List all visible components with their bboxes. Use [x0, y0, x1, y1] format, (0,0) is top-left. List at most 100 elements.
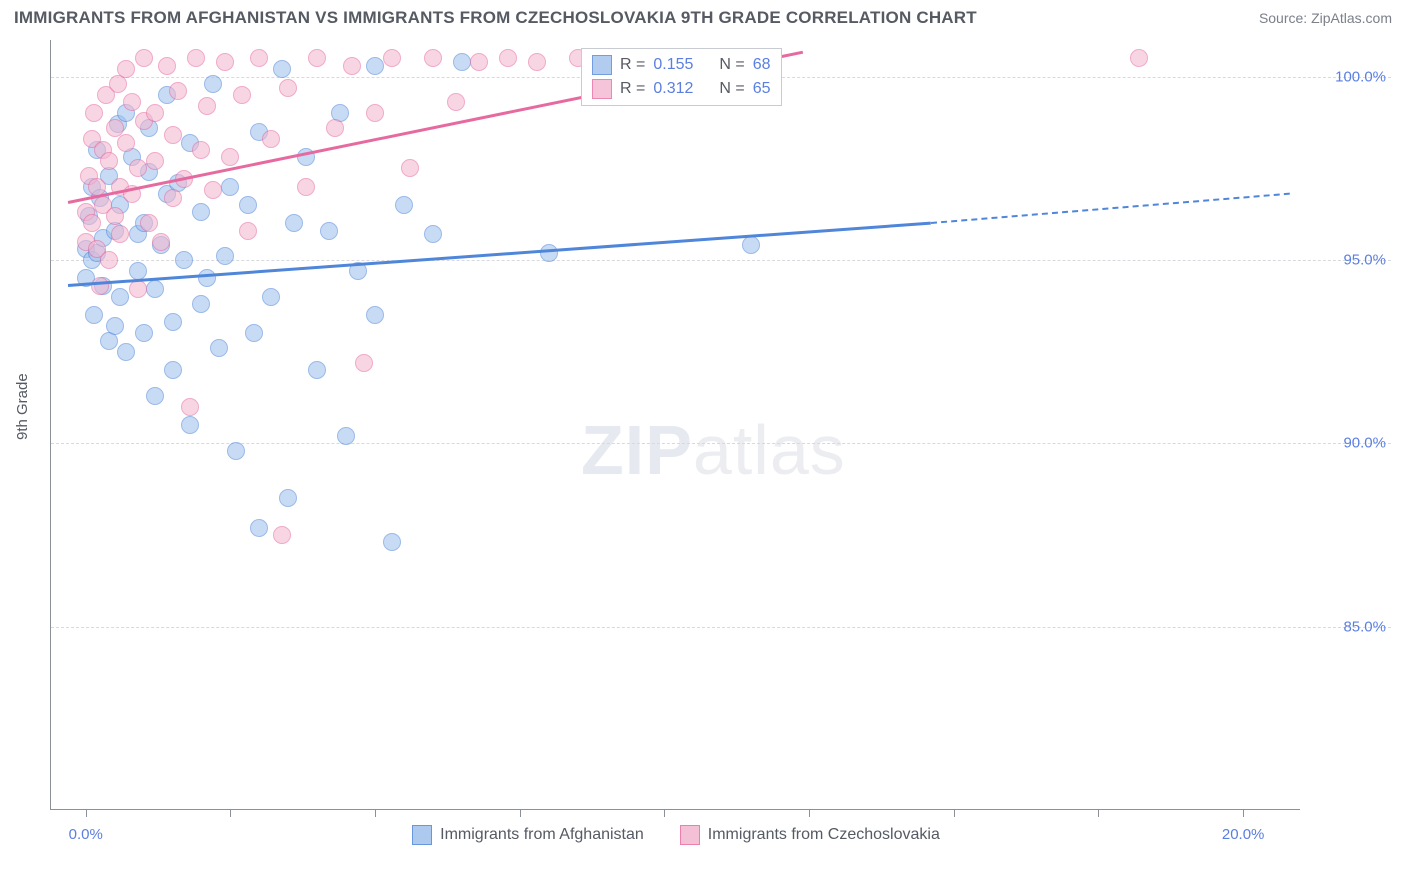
scatter-point-czechoslovakia — [233, 86, 251, 104]
stats-row-czechoslovakia: R =0.312N =65 — [592, 77, 771, 101]
scatter-point-czechoslovakia — [1130, 49, 1148, 67]
scatter-point-afghanistan — [424, 225, 442, 243]
gridline — [51, 260, 1391, 261]
scatter-point-czechoslovakia — [117, 60, 135, 78]
scatter-point-czechoslovakia — [146, 152, 164, 170]
scatter-point-afghanistan — [164, 313, 182, 331]
r-label: R = — [620, 56, 645, 74]
chart-title: IMMIGRANTS FROM AFGHANISTAN VS IMMIGRANT… — [14, 8, 977, 28]
scatter-point-czechoslovakia — [499, 49, 517, 67]
scatter-point-czechoslovakia — [424, 49, 442, 67]
legend-label: Immigrants from Afghanistan — [440, 826, 644, 844]
source-citation: Source: ZipAtlas.com — [1259, 10, 1392, 26]
x-tick — [664, 809, 665, 817]
scatter-point-afghanistan — [262, 288, 280, 306]
scatter-point-afghanistan — [117, 343, 135, 361]
scatter-point-afghanistan — [366, 306, 384, 324]
chart-header: IMMIGRANTS FROM AFGHANISTAN VS IMMIGRANT… — [0, 0, 1406, 32]
scatter-point-afghanistan — [129, 262, 147, 280]
r-value: 0.155 — [653, 56, 693, 74]
scatter-point-afghanistan — [181, 416, 199, 434]
legend-swatch-afghanistan — [592, 55, 612, 75]
scatter-point-afghanistan — [320, 222, 338, 240]
x-tick — [86, 809, 87, 817]
scatter-point-czechoslovakia — [135, 49, 153, 67]
scatter-point-czechoslovakia — [100, 251, 118, 269]
n-value: 68 — [753, 56, 771, 74]
scatter-point-czechoslovakia — [164, 189, 182, 207]
scatter-point-czechoslovakia — [146, 104, 164, 122]
scatter-point-czechoslovakia — [279, 79, 297, 97]
scatter-point-czechoslovakia — [326, 119, 344, 137]
scatter-point-afghanistan — [135, 324, 153, 342]
scatter-point-afghanistan — [175, 251, 193, 269]
scatter-point-czechoslovakia — [216, 53, 234, 71]
scatter-point-afghanistan — [192, 295, 210, 313]
scatter-point-czechoslovakia — [528, 53, 546, 71]
y-axis-label: 9th Grade — [14, 373, 31, 440]
scatter-point-afghanistan — [273, 60, 291, 78]
scatter-point-czechoslovakia — [470, 53, 488, 71]
scatter-point-afghanistan — [85, 306, 103, 324]
scatter-point-afghanistan — [453, 53, 471, 71]
scatter-point-afghanistan — [227, 442, 245, 460]
scatter-point-afghanistan — [250, 519, 268, 537]
scatter-point-czechoslovakia — [117, 134, 135, 152]
scatter-point-czechoslovakia — [181, 398, 199, 416]
scatter-point-afghanistan — [198, 269, 216, 287]
scatter-point-afghanistan — [337, 427, 355, 445]
y-tick-label: 85.0% — [1343, 618, 1386, 635]
plot-area: ZIPatlas 85.0%90.0%95.0%100.0%0.0%20.0%R… — [50, 40, 1300, 810]
r-value: 0.312 — [653, 80, 693, 98]
x-tick — [230, 809, 231, 817]
scatter-point-czechoslovakia — [343, 57, 361, 75]
scatter-point-czechoslovakia — [152, 233, 170, 251]
trend-line-extrapolated — [931, 192, 1290, 223]
scatter-point-czechoslovakia — [273, 526, 291, 544]
scatter-point-czechoslovakia — [239, 222, 257, 240]
scatter-point-czechoslovakia — [169, 82, 187, 100]
scatter-point-czechoslovakia — [158, 57, 176, 75]
scatter-point-afghanistan — [146, 280, 164, 298]
x-tick — [520, 809, 521, 817]
scatter-point-czechoslovakia — [85, 104, 103, 122]
n-value: 65 — [753, 80, 771, 98]
scatter-point-czechoslovakia — [91, 277, 109, 295]
legend-swatch-czechoslovakia — [680, 825, 700, 845]
scatter-point-czechoslovakia — [198, 97, 216, 115]
scatter-point-czechoslovakia — [111, 225, 129, 243]
trend-line — [68, 221, 930, 286]
plot-container: ZIPatlas 85.0%90.0%95.0%100.0%0.0%20.0%R… — [50, 40, 1390, 810]
n-label: N = — [719, 56, 744, 74]
scatter-point-czechoslovakia — [366, 104, 384, 122]
scatter-point-czechoslovakia — [250, 49, 268, 67]
gridline — [51, 627, 1391, 628]
x-tick — [1243, 809, 1244, 817]
scatter-point-czechoslovakia — [100, 152, 118, 170]
gridline — [51, 443, 1391, 444]
legend-swatch-czechoslovakia — [592, 79, 612, 99]
scatter-point-afghanistan — [308, 361, 326, 379]
scatter-point-afghanistan — [239, 196, 257, 214]
scatter-point-czechoslovakia — [140, 214, 158, 232]
scatter-point-czechoslovakia — [204, 181, 222, 199]
scatter-point-afghanistan — [285, 214, 303, 232]
y-tick-label: 100.0% — [1335, 68, 1386, 85]
scatter-point-czechoslovakia — [308, 49, 326, 67]
scatter-point-czechoslovakia — [192, 141, 210, 159]
scatter-point-czechoslovakia — [129, 280, 147, 298]
scatter-point-afghanistan — [245, 324, 263, 342]
scatter-point-afghanistan — [742, 236, 760, 254]
scatter-point-afghanistan — [279, 489, 297, 507]
scatter-point-czechoslovakia — [123, 93, 141, 111]
stats-row-afghanistan: R = 0.155 N = 68 — [592, 53, 771, 77]
scatter-point-czechoslovakia — [262, 130, 280, 148]
x-tick — [954, 809, 955, 817]
x-tick — [1098, 809, 1099, 817]
y-tick-label: 90.0% — [1343, 435, 1386, 452]
scatter-point-afghanistan — [204, 75, 222, 93]
scatter-point-afghanistan — [164, 361, 182, 379]
legend-item-czechoslovakia: Immigrants from Czechoslovakia — [680, 825, 940, 845]
legend-item-afghanistan: Immigrants from Afghanistan — [412, 825, 644, 845]
scatter-point-czechoslovakia — [355, 354, 373, 372]
